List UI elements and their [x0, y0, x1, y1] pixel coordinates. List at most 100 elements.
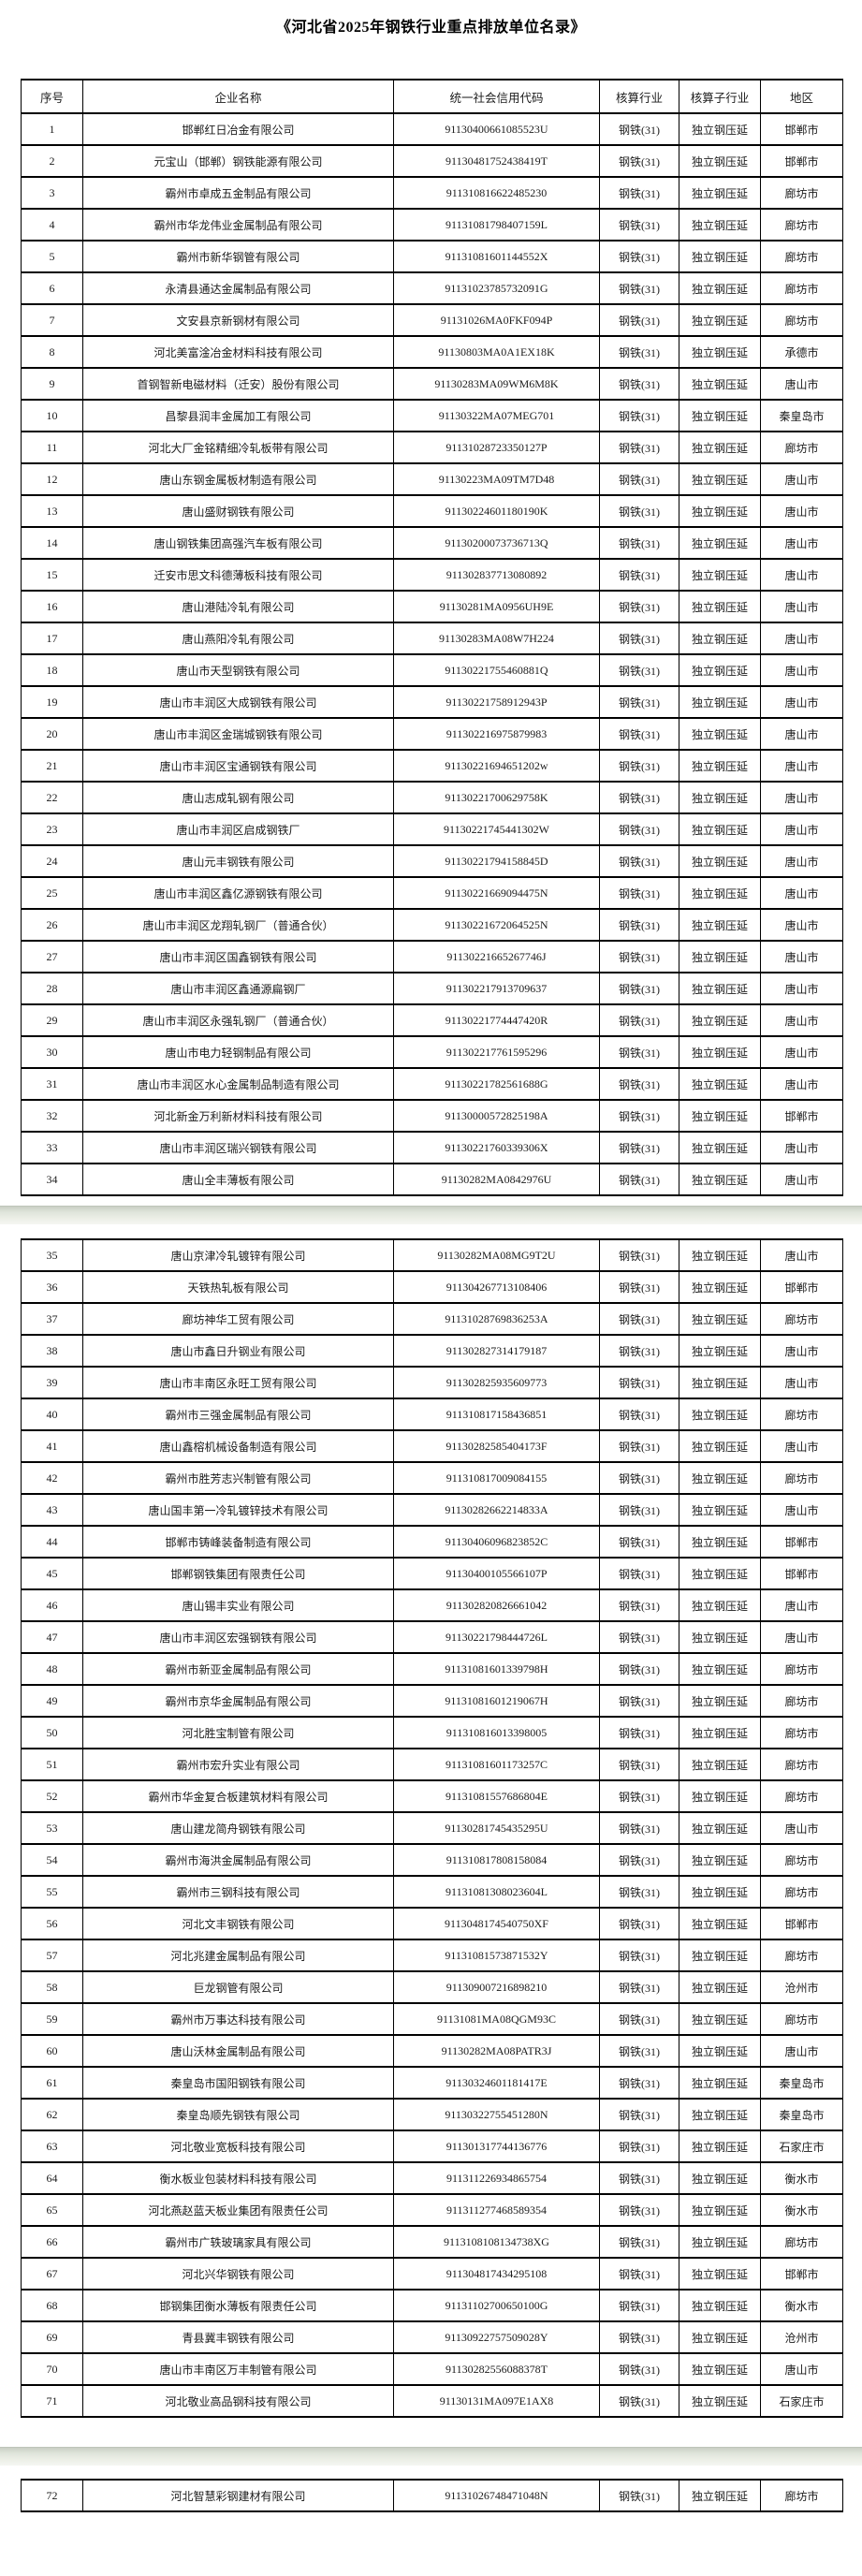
- table-cell: 唐山燕阳冷轧有限公司: [82, 622, 394, 655]
- table-cell: 91130282MA08MG9T2U: [393, 1238, 600, 1272]
- table-cell: 沧州市: [760, 2320, 843, 2354]
- table-cell: 唐山市: [760, 1620, 843, 1654]
- table-cell: 91130322755451280N: [393, 2098, 600, 2131]
- table-cell: 邯郸红日冶金有限公司: [82, 112, 394, 146]
- table-cell: 唐山市丰润区启成钢铁厂: [82, 812, 394, 846]
- table-cell: 廊坊市: [760, 1684, 843, 1718]
- table-cell: 钢铁(31): [599, 1493, 679, 1527]
- table-cell: 91130324601181417E: [393, 2066, 600, 2100]
- table-cell: 14: [21, 526, 83, 560]
- table-row: 11 河北大厂金铭精细冷轧板带有限公司 91131028723350127P 钢铁(3…: [21, 431, 843, 464]
- table-cell: 39: [21, 1366, 83, 1399]
- table-cell: 独立钢压延: [679, 1970, 761, 2004]
- table-cell: 廊坊市: [760, 1716, 843, 1749]
- table-cell: 唐山市: [760, 717, 843, 751]
- table-cell: 40: [21, 1398, 83, 1431]
- table-cell: 91131081798407159L: [393, 208, 600, 242]
- table-cell: 邯郸市: [760, 112, 843, 146]
- table-cell: 钢铁(31): [599, 622, 679, 655]
- table-cell: 15: [21, 558, 83, 592]
- table-cell: 9113048174540750XF: [393, 1907, 600, 1940]
- table-cell: 20: [21, 717, 83, 751]
- table-cell: 霸州市三钢科技有限公司: [82, 1875, 394, 1909]
- table-cell: 30: [21, 1035, 83, 1069]
- table-cell: 邯郸市: [760, 1099, 843, 1133]
- table-cell: 元宝山（邯郸）钢铁能源有限公司: [82, 144, 394, 178]
- table-cell: 91130803MA0A1EX18K: [393, 335, 600, 369]
- table-cell: 唐山市天型钢铁有限公司: [82, 653, 394, 687]
- table-row: 27 唐山市丰润区国鑫钢铁有限公司 91130221665267746J 钢铁(31)…: [21, 940, 843, 973]
- table-cell: 91130283MA09WM6M8K: [393, 367, 600, 401]
- table-cell: 钢铁(31): [599, 1620, 679, 1654]
- table-cell: 91130922757509028Y: [393, 2320, 600, 2354]
- table-cell: 911304267713108406: [393, 1270, 600, 1304]
- table-cell: 独立钢压延: [679, 749, 761, 783]
- table-row: 47 唐山市丰润区宏强钢铁有限公司 91130221798444726L 钢铁(31)…: [21, 1620, 843, 1654]
- table-cell: 钢铁(31): [599, 240, 679, 273]
- table-cell: 独立钢压延: [679, 781, 761, 814]
- table-cell: 58: [21, 1970, 83, 2004]
- table-cell: 钢铁(31): [599, 2257, 679, 2291]
- table-cell: 钢铁(31): [599, 1557, 679, 1590]
- table-cell: 钢铁(31): [599, 1970, 679, 2004]
- table-cell: 唐山市丰润区永强轧钢厂（普通合伙）: [82, 1003, 394, 1037]
- table-cell: 钢铁(31): [599, 335, 679, 369]
- table-row: 21 唐山市丰润区宝通钢铁有限公司 91130221694651202w 钢铁(31)…: [21, 749, 843, 783]
- table-cell: 33: [21, 1131, 83, 1164]
- table-cell: 廊坊市: [760, 240, 843, 273]
- table-cell: 河北大厂金铭精细冷轧板带有限公司: [82, 431, 394, 464]
- table-cell: 钢铁(31): [599, 1003, 679, 1037]
- table-cell: 昌黎县润丰金属加工有限公司: [82, 399, 394, 432]
- table-cell: 91131102700650100G: [393, 2289, 600, 2322]
- table-cell: 唐山市丰润区鑫通源扁钢厂: [82, 972, 394, 1005]
- column-header: 核算行业: [599, 79, 679, 114]
- table-cell: 唐山市: [760, 1429, 843, 1463]
- table-cell: 独立钢压延: [679, 112, 761, 146]
- table-cell: 68: [21, 2289, 83, 2322]
- page-title: 《河北省2025年钢铁行业重点排放单位名录》: [275, 20, 586, 36]
- table-cell: 91131023785732091G: [393, 271, 600, 305]
- table-cell: 唐山市丰润区水心金属制品制造有限公司: [82, 1067, 394, 1101]
- table-cell: 91130282662214833A: [393, 1493, 600, 1527]
- table-cell: 10: [21, 399, 83, 432]
- table-cell: 911311226934865754: [393, 2161, 600, 2195]
- table-cell: 钢铁(31): [599, 2352, 679, 2386]
- table-cell: 91130221665267746J: [393, 940, 600, 973]
- table-cell: 独立钢压延: [679, 2034, 761, 2068]
- table-row: 24 唐山元丰钢铁有限公司 91130221794158845D 钢铁(31) 独立钢压…: [21, 844, 843, 878]
- table-cell: 唐山市: [760, 940, 843, 973]
- table-cell: 3: [21, 176, 83, 210]
- table-cell: 独立钢压延: [679, 1493, 761, 1527]
- table-cell: 廊坊市: [760, 208, 843, 242]
- table-row: 49 霸州市京华金属制品有限公司 91131081601219067H 钢铁(31) 独…: [21, 1684, 843, 1718]
- table-cell: 廊坊市: [760, 2225, 843, 2259]
- table-row: 25 唐山市丰润区鑫亿源钢铁有限公司 91130221669094475N 钢铁(31…: [21, 876, 843, 910]
- table-cell: 唐山市: [760, 876, 843, 910]
- table-cell: 独立钢压延: [679, 240, 761, 273]
- table-cell: 独立钢压延: [679, 1429, 761, 1463]
- table-cell: 独立钢压延: [679, 2384, 761, 2418]
- table-cell: 45: [21, 1557, 83, 1590]
- table-cell: 钢铁(31): [599, 1461, 679, 1495]
- table-cell: 钢铁(31): [599, 1939, 679, 1972]
- table-cell: 31: [21, 1067, 83, 1101]
- table-row: 50 河北胜宝制管有限公司 911310816013398005 钢铁(31) 独立钢压…: [21, 1716, 843, 1749]
- table-cell: 独立钢压延: [679, 1811, 761, 1845]
- table-cell: 独立钢压延: [679, 2320, 761, 2354]
- table-cell: 72: [21, 2479, 83, 2512]
- table-cell: 钢铁(31): [599, 2193, 679, 2227]
- table-row: 53 唐山建龙简舟钢铁有限公司 91130281745435295U 钢铁(31) 独立…: [21, 1811, 843, 1845]
- table-cell: 1: [21, 112, 83, 146]
- table-cell: 唐山市: [760, 622, 843, 655]
- table-cell: 53: [21, 1811, 83, 1845]
- table-cell: 独立钢压延: [679, 176, 761, 210]
- table-cell: 91130221700629758K: [393, 781, 600, 814]
- table-cell: 唐山市: [760, 1811, 843, 1845]
- table-cell: 独立钢压延: [679, 2225, 761, 2259]
- table-cell: 911302825935609773: [393, 1366, 600, 1399]
- table-cell: 52: [21, 1779, 83, 1813]
- table-body-page-3: 72 河北智慧彩钢建材有限公司 91131026748471048N 钢铁(31) 独立…: [21, 2479, 843, 2512]
- table-cell: 钢铁(31): [599, 2034, 679, 2068]
- table-cell: 独立钢压延: [679, 2066, 761, 2100]
- table-row: 52 霸州市华金复合板建筑材料有限公司 91131081557686804E 钢铁(3…: [21, 1779, 843, 1813]
